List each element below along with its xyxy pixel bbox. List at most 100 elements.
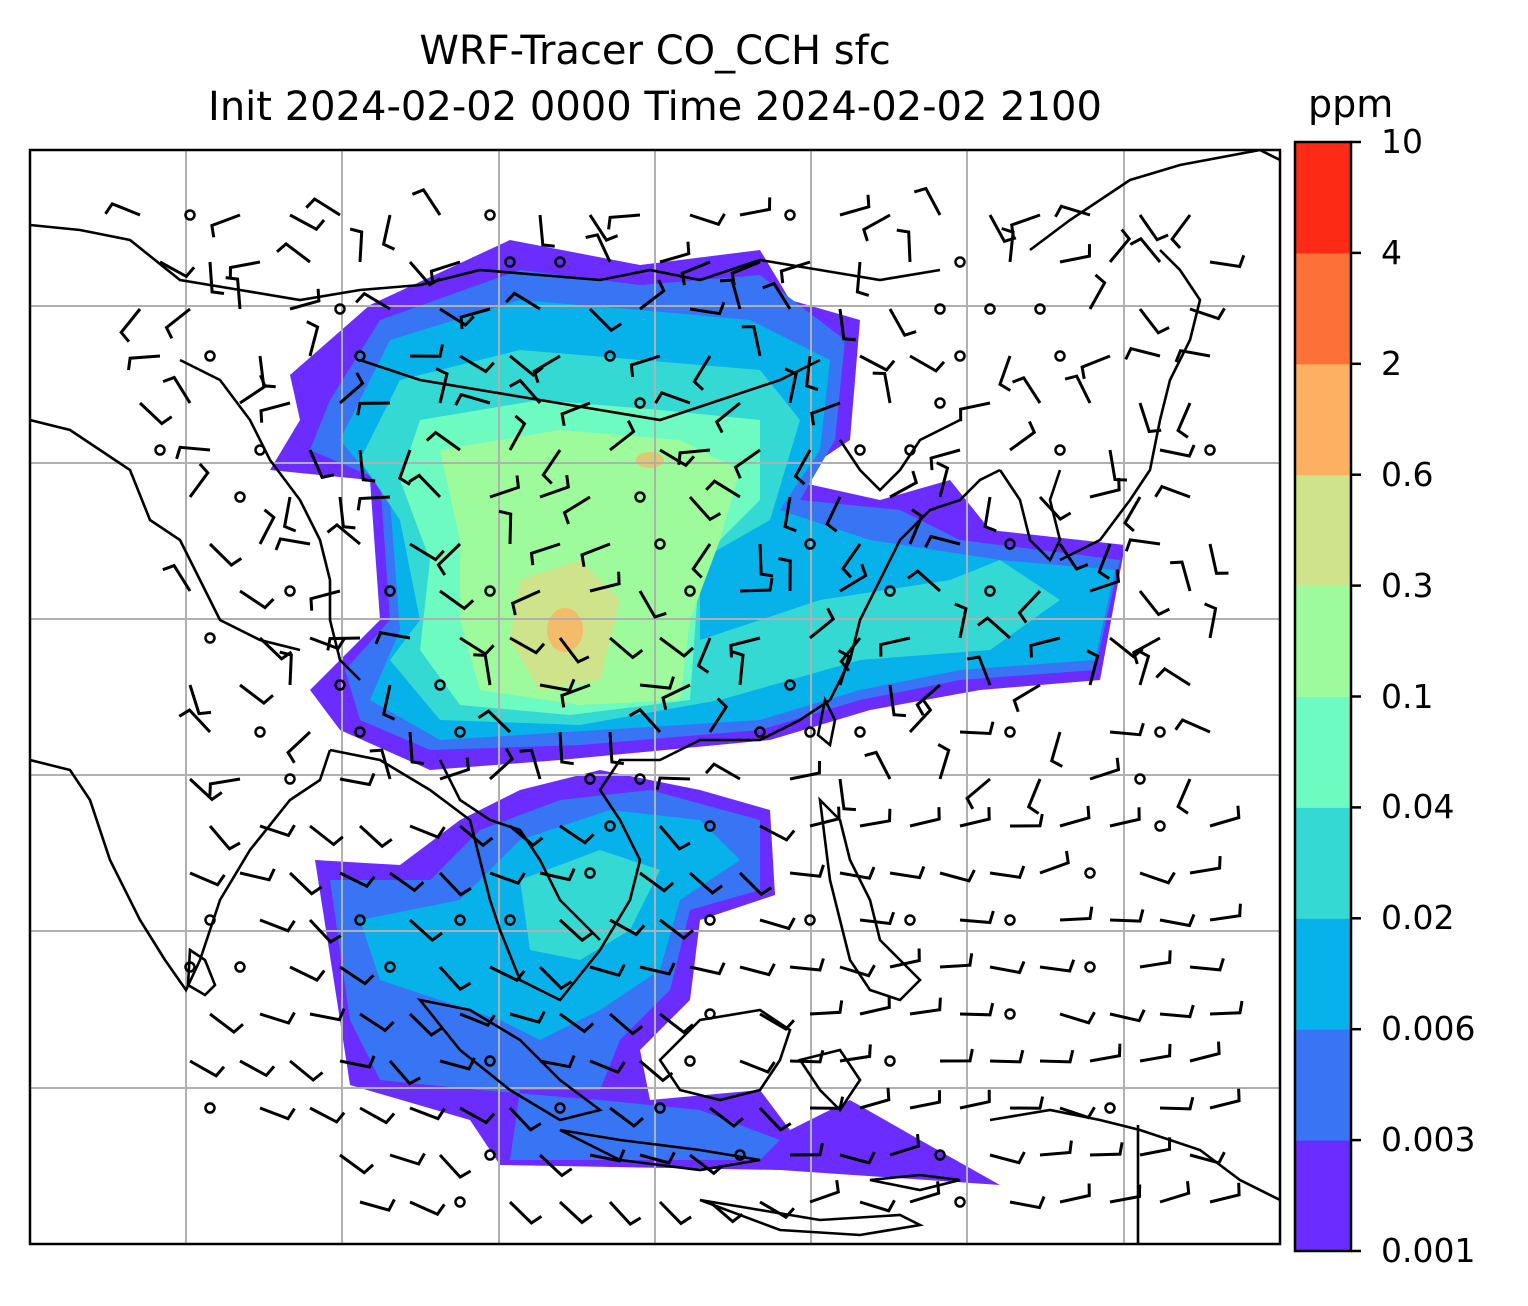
wind-barb [538, 1153, 573, 1178]
wind-barb [1124, 346, 1161, 360]
calm-wind-marker [554, 256, 566, 268]
colorbar-segment [1295, 252, 1351, 365]
wind-barb [889, 865, 926, 880]
wind-barb [810, 401, 841, 426]
calm-wind-marker [484, 1149, 496, 1161]
wind-barb [959, 1002, 995, 1017]
wind-barb [1054, 204, 1091, 218]
calm-wind-marker [904, 444, 916, 456]
wind-barb [1109, 636, 1144, 659]
wind-barb [908, 508, 924, 545]
calm-wind-marker [234, 961, 246, 973]
wind-barb [188, 777, 223, 802]
wind-barb [259, 1106, 296, 1121]
calm-wind-marker [354, 914, 366, 926]
wind-barb [559, 824, 595, 845]
wind-barb [809, 806, 841, 828]
wind-barbs [104, 186, 1246, 1227]
calm-wind-marker [184, 209, 196, 221]
wind-barb [1170, 560, 1192, 592]
wind-barb [438, 871, 472, 897]
calm-wind-marker [804, 726, 816, 738]
wind-barb [1089, 1043, 1122, 1063]
wind-barb [1208, 543, 1229, 575]
wind-barb [1011, 375, 1042, 404]
wind-barb [409, 542, 445, 562]
wind-barb [1139, 950, 1172, 969]
wind-barb [558, 918, 593, 943]
calm-wind-marker [154, 444, 166, 456]
calm-wind-marker [334, 679, 346, 691]
wind-barb [477, 709, 512, 734]
map-title-line2: Init 2024-02-02 0000 Time 2024-02-02 210… [208, 84, 1102, 130]
wind-barb [1170, 214, 1192, 250]
wind-barb [539, 1055, 576, 1069]
wind-barb [439, 307, 475, 327]
wind-barb [1088, 273, 1107, 310]
wind-barb [408, 473, 442, 499]
wind-barb [1209, 1088, 1241, 1110]
wind-barb [397, 449, 412, 486]
calm-wind-marker [954, 1196, 966, 1208]
wind-barb [538, 965, 573, 991]
wind-barb [209, 1012, 244, 1035]
wind-barb [659, 636, 694, 658]
wind-barb [739, 1059, 776, 1074]
calm-wind-marker [634, 773, 646, 785]
wind-barb [1159, 1096, 1195, 1111]
wind-barb [1109, 1184, 1142, 1204]
wind-barb [862, 213, 891, 242]
wind-barb [939, 1048, 974, 1063]
wind-barb [1089, 477, 1121, 499]
calm-wind-marker [604, 820, 616, 832]
wind-barb [208, 777, 241, 796]
wind-barb [659, 918, 694, 941]
wind-barb [1139, 1043, 1172, 1063]
wind-barb [439, 589, 475, 611]
wind-barb [762, 281, 792, 310]
calm-wind-marker [1004, 538, 1016, 550]
wind-barb [588, 214, 619, 242]
wind-barb [282, 496, 297, 533]
wind-barb [439, 1057, 476, 1071]
wind-barb [864, 750, 892, 780]
wind-barb [435, 367, 449, 404]
wind-barb [1059, 1106, 1096, 1120]
wind-barb [839, 964, 876, 978]
calm-wind-marker [184, 961, 196, 973]
wind-barb [793, 449, 812, 486]
calm-wind-marker [1154, 726, 1166, 738]
wind-barb [1009, 813, 1044, 828]
wind-barb [1009, 1096, 1045, 1110]
calm-wind-marker [484, 1055, 496, 1067]
calm-wind-marker [584, 773, 596, 785]
wind-barb [276, 241, 311, 264]
wind-barb [438, 1153, 472, 1180]
colorbar-segment [1295, 807, 1351, 919]
wind-barb [389, 871, 425, 893]
calm-wind-marker [934, 397, 946, 409]
wind-barb [1189, 1041, 1221, 1063]
wind-barb [688, 496, 722, 522]
wind-barb [159, 260, 196, 279]
wind-barb [1209, 254, 1246, 269]
wind-barb [510, 589, 541, 616]
wind-barb [1176, 778, 1192, 815]
wind-barb [1139, 871, 1176, 885]
wind-barb [907, 569, 941, 593]
wind-barb [409, 1200, 446, 1217]
wind-barb [859, 911, 896, 926]
map-title-line1: WRF-Tracer CO_CCH sfc [419, 28, 891, 74]
calm-wind-marker [684, 585, 696, 597]
wind-barb [789, 1142, 824, 1157]
wind-barb [239, 589, 275, 610]
wind-barb [840, 543, 862, 579]
wind-barb [306, 320, 320, 357]
colorbar-tick-label: 0.6 [1381, 454, 1434, 494]
wind-barb [909, 354, 946, 373]
wind-barb [274, 537, 311, 551]
calm-wind-marker [634, 491, 646, 503]
wind-barb [1154, 484, 1191, 499]
wind-barb [539, 867, 576, 882]
wind-barb [1059, 1011, 1096, 1025]
